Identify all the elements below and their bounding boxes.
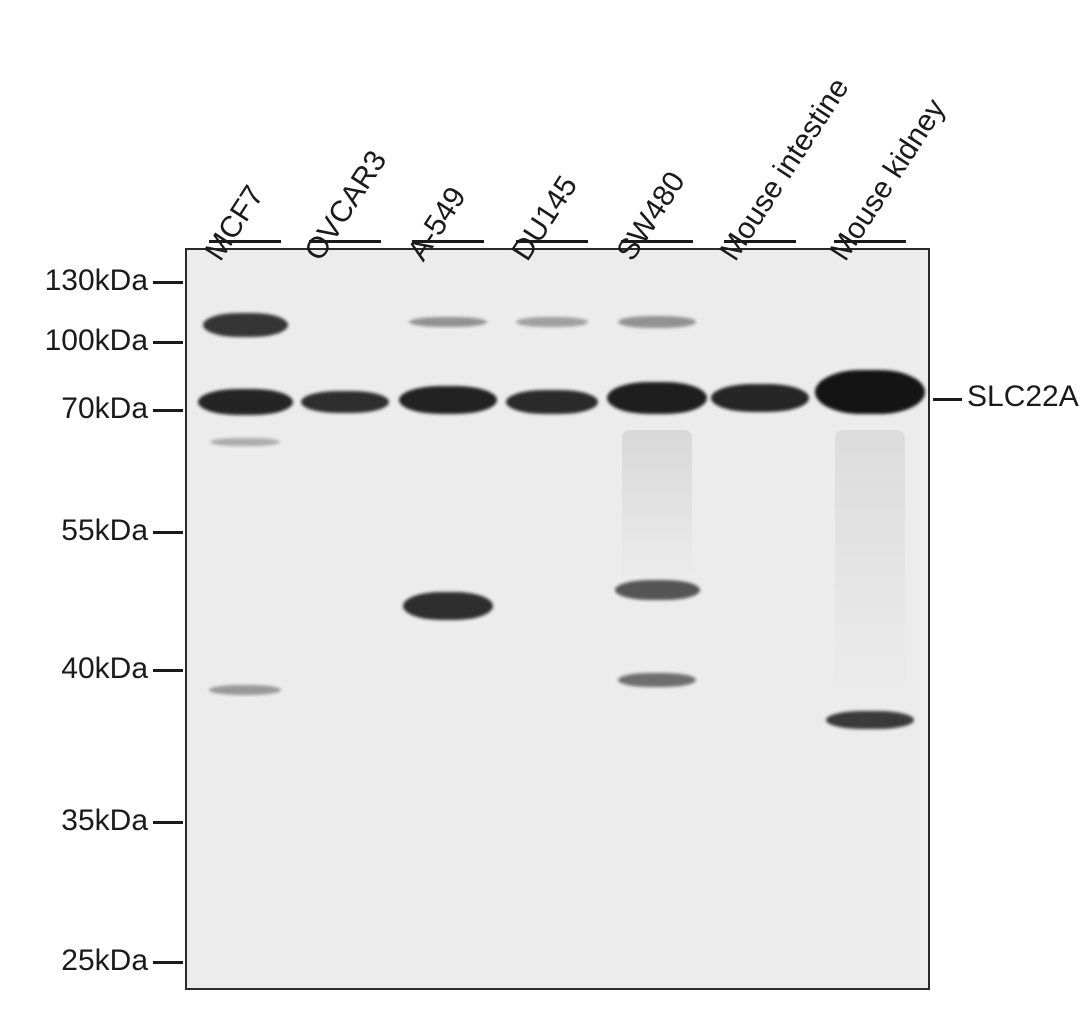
- western-blot-figure: 130kDa100kDa70kDa55kDa40kDa35kDa25kDa MC…: [0, 0, 1080, 1020]
- band: [826, 711, 914, 729]
- smear: [622, 430, 692, 580]
- band: [615, 580, 700, 600]
- band: [210, 438, 280, 446]
- band: [203, 313, 288, 337]
- band: [198, 389, 293, 415]
- band: [815, 370, 925, 414]
- mw-label: 100kDa: [45, 324, 148, 358]
- mw-label: 25kDa: [61, 944, 148, 978]
- mw-tick: [153, 281, 183, 284]
- target-tick: [933, 398, 962, 401]
- mw-label: 130kDa: [45, 264, 148, 298]
- smear: [835, 430, 905, 700]
- band: [209, 685, 281, 695]
- band: [618, 316, 696, 328]
- band: [506, 390, 598, 414]
- band: [711, 384, 809, 412]
- band: [301, 391, 389, 413]
- band: [409, 317, 487, 327]
- mw-tick: [153, 961, 183, 964]
- mw-tick: [153, 821, 183, 824]
- target-label: SLC22A5: [967, 380, 1080, 414]
- band: [618, 673, 696, 687]
- band: [516, 317, 588, 327]
- band: [399, 386, 497, 414]
- mw-tick: [153, 669, 183, 672]
- band: [607, 382, 707, 414]
- mw-tick: [153, 531, 183, 534]
- mw-label: 40kDa: [61, 652, 148, 686]
- mw-label: 70kDa: [61, 392, 148, 426]
- target-text: SLC22A5: [967, 380, 1080, 413]
- blot-membrane: [185, 248, 930, 990]
- mw-tick: [153, 409, 183, 412]
- mw-label: 35kDa: [61, 804, 148, 838]
- mw-label: 55kDa: [61, 514, 148, 548]
- band: [403, 592, 493, 620]
- mw-tick: [153, 341, 183, 344]
